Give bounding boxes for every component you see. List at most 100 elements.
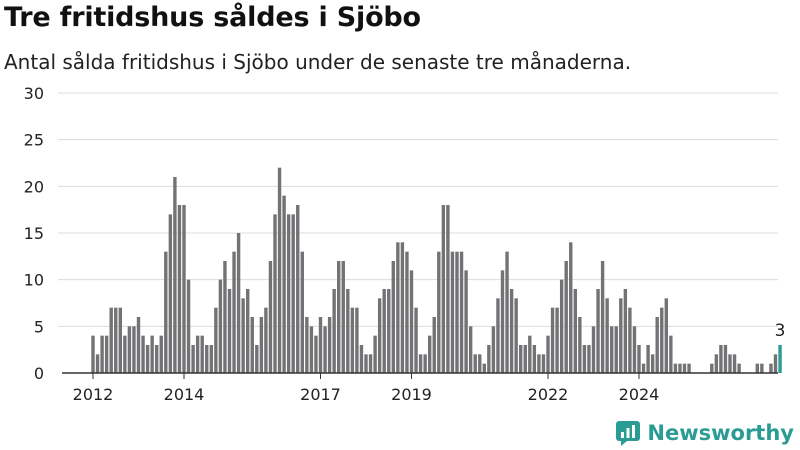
data-label: 3: [775, 321, 786, 341]
bar: [487, 345, 491, 373]
bar: [755, 363, 759, 373]
bar: [459, 251, 464, 373]
bar: [541, 354, 546, 373]
bar: [760, 363, 764, 373]
bar: [432, 317, 436, 373]
bar: [300, 251, 304, 373]
bar: [164, 251, 168, 373]
bar: [123, 335, 127, 373]
bar: [218, 279, 223, 373]
bar: [223, 261, 227, 373]
bar: [428, 335, 432, 373]
bar: [241, 298, 245, 373]
bar: [437, 251, 441, 373]
bar: [168, 214, 173, 373]
bar: [159, 335, 163, 373]
bar: [286, 214, 291, 373]
bar: [173, 177, 177, 373]
bar: [355, 307, 359, 373]
bar: [268, 261, 273, 373]
x-tick-label: 2022: [528, 385, 569, 404]
bar: [682, 363, 687, 373]
bar: [628, 307, 632, 373]
bar: [418, 354, 423, 373]
bar: [500, 270, 505, 373]
bar: [337, 261, 341, 373]
bar: [141, 335, 145, 373]
bar: [455, 251, 459, 373]
bar: [318, 317, 323, 373]
brand-name: Newsworthy: [647, 421, 794, 445]
bar: [587, 345, 591, 373]
bar: [291, 214, 295, 373]
bar: [664, 298, 668, 373]
bar: [327, 317, 332, 373]
y-tick-label: 0: [34, 364, 44, 383]
bar: [732, 354, 737, 373]
bar: [637, 345, 641, 373]
y-tick-label: 25: [24, 131, 44, 150]
bar: [450, 251, 455, 373]
bar: [769, 363, 773, 373]
bar: [255, 345, 259, 373]
bar: [95, 354, 100, 373]
bar: [273, 214, 277, 373]
bar: [496, 298, 500, 373]
bar: [505, 251, 509, 373]
bar: [673, 363, 678, 373]
bar: [650, 354, 655, 373]
y-tick-label: 30: [24, 84, 44, 103]
bar: [296, 205, 300, 373]
bar: [118, 307, 122, 373]
bar: [596, 289, 600, 373]
bar: [373, 335, 377, 373]
bar: [177, 205, 182, 373]
bar: [528, 335, 532, 373]
bar: [491, 326, 496, 373]
bar: [778, 345, 782, 373]
bar: [564, 261, 568, 373]
bar: [532, 345, 537, 373]
bar: [377, 298, 382, 373]
bar: [550, 307, 555, 373]
bar: [773, 354, 778, 373]
bar: [323, 326, 327, 373]
bar: [619, 298, 623, 373]
x-tick-label: 2017: [300, 385, 341, 404]
bar: [236, 233, 241, 373]
bar: [205, 345, 209, 373]
bar: [309, 326, 314, 373]
bar: [368, 354, 373, 373]
bar: [509, 289, 514, 373]
bar: [195, 335, 200, 373]
bar: [132, 326, 136, 373]
chart-title: Tre fritidshus såldes i Sjöbo: [4, 2, 421, 33]
bar: [468, 326, 473, 373]
bar: [464, 270, 468, 373]
bar: [537, 354, 541, 373]
bar: [209, 345, 213, 373]
bar: [277, 167, 282, 373]
bar: [305, 317, 309, 373]
bar: [582, 345, 587, 373]
bar: [687, 363, 691, 373]
bar: [523, 345, 527, 373]
bar: [641, 363, 646, 373]
bar: [409, 270, 414, 373]
bar: [473, 354, 477, 373]
bar: [573, 289, 577, 373]
bar: [282, 195, 286, 373]
bar: [359, 345, 364, 373]
bar: [246, 289, 250, 373]
bar: [646, 345, 650, 373]
bar: [632, 326, 637, 373]
bar: [605, 298, 609, 373]
bar: [660, 307, 664, 373]
bar: [259, 317, 264, 373]
bar: [264, 307, 268, 373]
bar: [396, 242, 400, 373]
bar: [104, 335, 109, 373]
bar: [232, 251, 236, 373]
bar: [314, 335, 318, 373]
